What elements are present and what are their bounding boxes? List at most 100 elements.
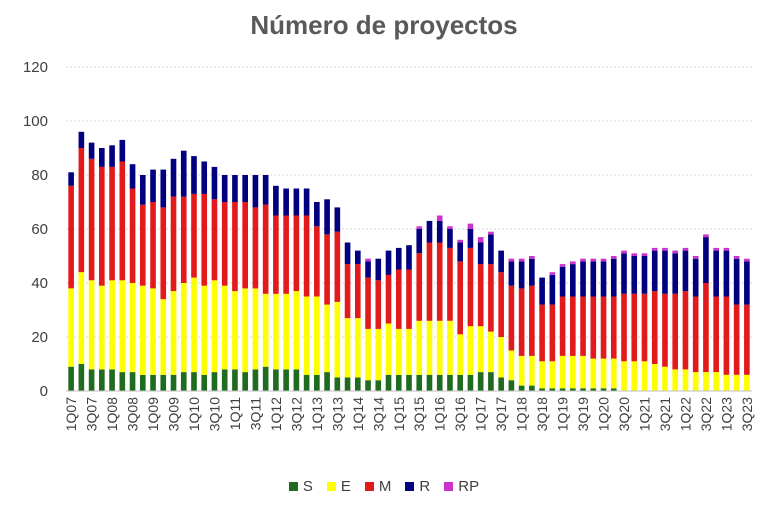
bar-segment-m	[273, 215, 279, 294]
bar-segment-m	[672, 293, 679, 370]
bar-segment-r	[262, 175, 269, 205]
bar-segment-m	[692, 296, 699, 373]
legend-label: R	[419, 478, 431, 495]
x-tick-label: 1Q21	[636, 397, 652, 431]
bar-segment-s	[416, 374, 423, 391]
bar-segment-m	[375, 280, 382, 329]
x-tick-label: 3Q12	[288, 397, 304, 431]
bar-segment-r	[682, 250, 689, 292]
bar-segment-m	[723, 296, 730, 375]
bar-segment-m	[314, 226, 320, 297]
bar-segment-s	[324, 372, 330, 391]
bar-segment-e	[559, 355, 566, 389]
bar-segment-e	[426, 320, 433, 375]
bar-segment-e	[457, 334, 464, 375]
bar-segment-s	[375, 380, 382, 391]
bar-segment-m	[498, 272, 504, 337]
bar-segment-s	[119, 372, 126, 391]
bar-segment-e	[651, 364, 658, 391]
bar-segment-e	[703, 372, 709, 391]
bar-segment-r	[600, 261, 607, 297]
x-tick-label: 1Q18	[514, 397, 530, 431]
bar-segment-m	[621, 293, 627, 362]
bar-segment-e	[395, 328, 402, 375]
bar-segment-e	[160, 299, 167, 375]
bar-segment-rp	[570, 261, 576, 265]
bar-segment-m	[447, 247, 453, 321]
y-tick-label: 20	[31, 329, 48, 346]
bar-segment-m	[703, 283, 709, 373]
bar-segment-rp	[682, 247, 689, 251]
bar-segment-e	[180, 283, 187, 373]
legend-label: M	[378, 478, 392, 495]
bar-segment-r	[109, 145, 115, 167]
bar-segment-m	[529, 285, 535, 356]
legend-swatch	[405, 482, 415, 491]
bar-segment-m	[324, 234, 330, 305]
bar-segment-s	[447, 374, 453, 391]
legend-label: S	[302, 478, 313, 495]
bar-segment-r	[539, 277, 545, 305]
bar-segment-r	[78, 131, 85, 148]
bar-segment-r	[293, 188, 300, 216]
bar-segment-rp	[703, 234, 709, 238]
legend-item-m: M	[364, 478, 392, 495]
bar-segment-rp	[508, 258, 515, 262]
x-tick-label: 3Q20	[616, 397, 632, 431]
bar-segment-m	[488, 264, 494, 332]
bar-segment-s	[498, 377, 504, 391]
bar-segment-rp	[549, 272, 556, 275]
bar-segment-m	[406, 269, 412, 329]
bar-segment-m	[252, 207, 259, 289]
bar-segment-r	[221, 175, 228, 202]
bar-segment-s	[508, 380, 515, 391]
bar-segment-m	[160, 207, 167, 300]
y-tick-label: 40	[31, 275, 48, 292]
bar-segment-s	[457, 374, 464, 391]
bar-segment-e	[416, 320, 423, 375]
bar-segment-m	[477, 264, 484, 327]
x-tick-label: 1Q11	[227, 397, 243, 430]
x-tick-label: 3Q09	[166, 397, 182, 431]
bar-segment-s	[221, 369, 228, 391]
bar-segment-e	[365, 328, 371, 381]
bar-segment-s	[488, 372, 494, 391]
bar-segment-r	[467, 229, 474, 248]
bar-segment-r	[232, 175, 238, 202]
x-tick-label: 3Q22	[698, 397, 714, 431]
bar-segment-r	[662, 250, 668, 294]
bar-segment-e	[99, 285, 105, 370]
bar-segment-r	[385, 250, 392, 275]
bar-segment-e	[191, 277, 197, 373]
bar-segment-m	[713, 296, 719, 373]
bar-segment-r	[252, 175, 259, 208]
bar-segment-s	[395, 374, 402, 391]
bar-segment-m	[549, 304, 556, 362]
bar-segment-m	[733, 304, 740, 375]
bar-segment-r	[529, 258, 535, 286]
bar-segment-s	[303, 374, 310, 391]
bar-segment-r	[416, 229, 423, 254]
bar-segment-s	[477, 372, 484, 391]
bar-segment-m	[344, 264, 351, 319]
bar-segment-e	[354, 318, 361, 378]
bar-segment-m	[518, 288, 525, 356]
bar-segment-r	[651, 250, 658, 292]
bar-segment-e	[293, 291, 300, 370]
bar-segment-m	[559, 296, 566, 356]
bar-segment-m	[232, 202, 238, 292]
bar-segment-e	[170, 291, 177, 375]
bar-segment-s	[252, 369, 259, 391]
x-tick-label: 1Q08	[104, 397, 120, 431]
x-tick-label: 3Q16	[452, 397, 468, 431]
bar-segment-r	[559, 266, 566, 297]
bar-segment-m	[539, 304, 545, 362]
bar-segment-r	[436, 220, 443, 243]
legend-label: RP	[458, 478, 480, 495]
bar-segment-s	[426, 374, 433, 391]
bar-segment-s	[68, 366, 74, 391]
y-tick-label: 80	[31, 167, 48, 184]
bar-segment-rp	[488, 231, 494, 235]
bar-segment-e	[242, 288, 248, 373]
bar-segment-m	[651, 291, 658, 364]
